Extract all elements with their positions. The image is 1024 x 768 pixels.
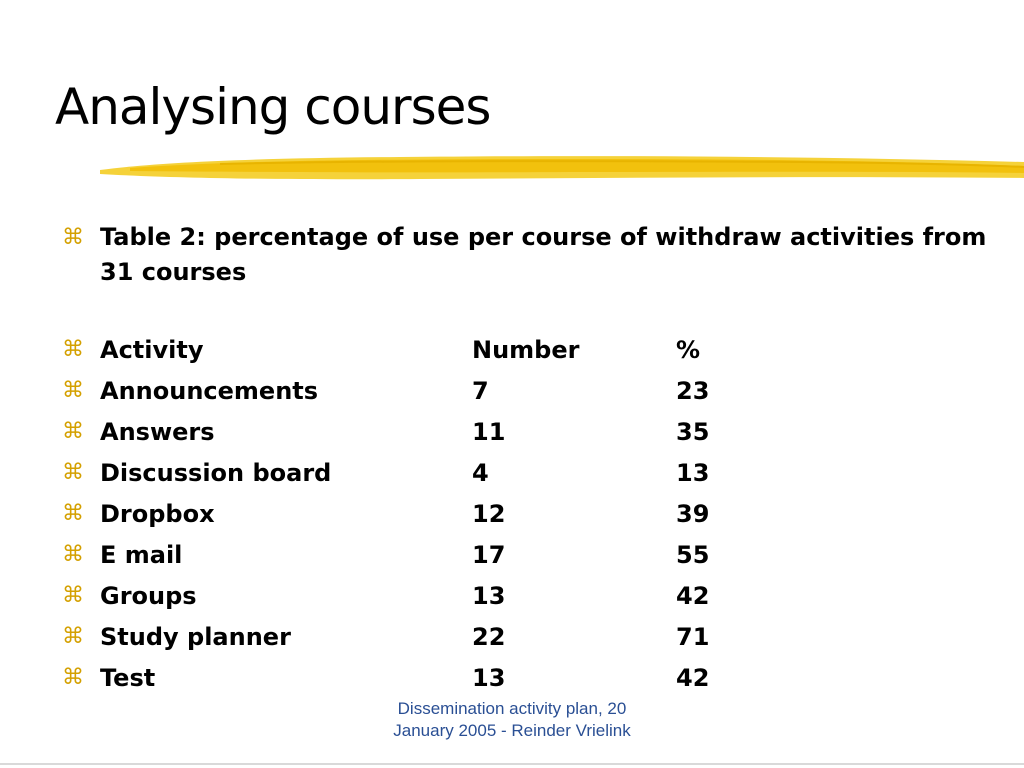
bullet-icon: ⌘ [62, 624, 84, 649]
bullet-icon: ⌘ [62, 378, 84, 403]
table-header-row: ⌘ Activity Number% [0, 330, 1024, 371]
cell-number: 11 [472, 418, 506, 446]
bottom-divider [0, 763, 1024, 765]
cell-percent: 13 [676, 459, 710, 487]
cell-percent: 39 [676, 500, 710, 528]
slide-footer: Dissemination activity plan, 20 January … [362, 698, 662, 742]
cell-number: 4 [472, 459, 489, 487]
cell-activity: Discussion board [100, 459, 332, 487]
footer-line-2: January 2005 - Reinder Vrielink [393, 721, 631, 740]
cell-number: 13 [472, 582, 506, 610]
cell-percent: 23 [676, 377, 710, 405]
table-row: ⌘ Dropbox 12 39 [0, 494, 1024, 535]
cell-activity: E mail [100, 541, 183, 569]
cell-number: 22 [472, 623, 506, 651]
table-row: ⌘ Announcements 7 23 [0, 371, 1024, 412]
bullet-icon: ⌘ [62, 583, 84, 608]
cell-activity: Answers [100, 418, 215, 446]
table-row: ⌘ Test 13 42 [0, 658, 1024, 699]
table-row: ⌘ Study planner 22 71 [0, 617, 1024, 658]
yellow-brush-stroke [100, 156, 1024, 180]
cell-number: 17 [472, 541, 506, 569]
cell-percent: 35 [676, 418, 710, 446]
cell-number: 12 [472, 500, 506, 528]
cell-percent: 71 [676, 623, 710, 651]
bullet-icon: ⌘ [62, 225, 84, 250]
table-row: ⌘ Groups 13 42 [0, 576, 1024, 617]
cell-number: 13 [472, 664, 506, 692]
cell-activity: Announcements [100, 377, 319, 405]
footer-line-1: Dissemination activity plan, 20 [397, 699, 627, 718]
bullet-icon: ⌘ [62, 542, 84, 567]
header-number: Number [472, 336, 580, 364]
bullet-icon: ⌘ [62, 665, 84, 690]
bullet-icon: ⌘ [62, 501, 84, 526]
cell-percent: 55 [676, 541, 710, 569]
bullet-icon: ⌘ [62, 337, 84, 362]
cell-number: 7 [472, 377, 489, 405]
bullet-icon: ⌘ [62, 460, 84, 485]
slide-title: Analysing courses [55, 78, 491, 136]
table-row: ⌘ Answers 11 35 [0, 412, 1024, 453]
bullet-icon: ⌘ [62, 419, 84, 444]
table-row: ⌘ E mail 17 55 [0, 535, 1024, 576]
table-caption: Table 2: percentage of use per course of… [100, 223, 987, 286]
cell-activity: Study planner [100, 623, 291, 651]
table-row: ⌘ Discussion board 4 13 [0, 453, 1024, 494]
cell-percent: 42 [676, 664, 710, 692]
header-activity: Activity [100, 336, 204, 364]
cell-activity: Test [100, 664, 156, 692]
cell-activity: Groups [100, 582, 197, 610]
header-percent: % [676, 336, 701, 364]
cell-percent: 42 [676, 582, 710, 610]
cell-activity: Dropbox [100, 500, 215, 528]
